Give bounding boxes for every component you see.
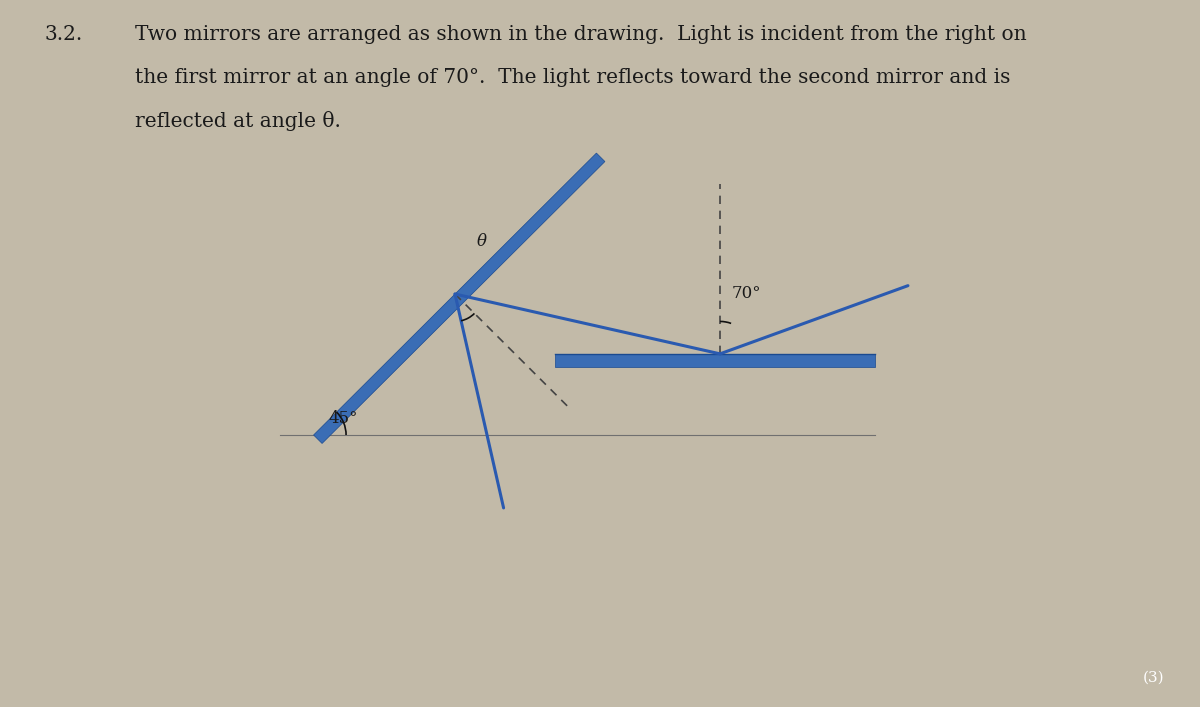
Text: 3.2.: 3.2. xyxy=(46,25,83,44)
Text: Two mirrors are arranged as shown in the drawing.  Light is incident from the ri: Two mirrors are arranged as shown in the… xyxy=(134,25,1027,44)
Text: 70°: 70° xyxy=(732,285,762,302)
Text: (3): (3) xyxy=(1142,670,1164,684)
Text: reflected at angle θ.: reflected at angle θ. xyxy=(134,110,341,131)
Text: 45°: 45° xyxy=(329,410,358,427)
Text: θ: θ xyxy=(476,233,487,250)
Text: the first mirror at an angle of 70°.  The light reflects toward the second mirro: the first mirror at an angle of 70°. The… xyxy=(134,68,1010,87)
Bar xyxy=(554,354,875,367)
Polygon shape xyxy=(313,153,605,443)
